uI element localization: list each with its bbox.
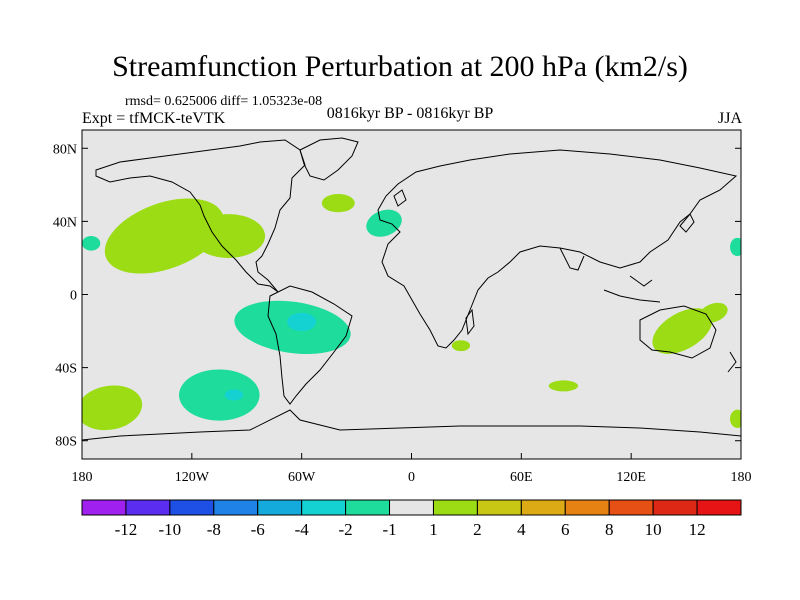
- x-tick-label-7: 180: [731, 470, 752, 485]
- anomaly-region-1: [104, 198, 224, 274]
- colorbar-label-5: -4: [295, 520, 310, 539]
- anomaly-region-13: [699, 302, 728, 323]
- y-tick-label-1: 80N: [53, 142, 77, 157]
- colorbar-swatch-4: [213, 499, 259, 516]
- colorbar-swatch-5: [257, 499, 303, 516]
- colorbar-label-10: 4: [517, 520, 526, 539]
- experiment-label: Expt = tfMCK-teVTK: [82, 110, 226, 127]
- anomaly-region-9: [179, 369, 260, 421]
- anomaly-region-12: [652, 308, 713, 354]
- axes: 180 120W 60W 0 60E 120E 180 80N 40N 0 40S 80S: [53, 142, 752, 485]
- colorbar-swatch-3: [169, 499, 215, 516]
- anomaly-layer: [82, 193, 741, 431]
- anomaly-region-2: [191, 214, 266, 258]
- anomaly-region-5: [82, 236, 101, 251]
- anomaly-region-4: [366, 209, 402, 237]
- colorbar-label-1: -12: [115, 520, 138, 539]
- colorbar-label-11: 6: [561, 520, 570, 539]
- colorbar-label-9: 2: [473, 520, 482, 539]
- anomaly-region-11: [82, 385, 143, 431]
- colorbar-label-7: -1: [382, 520, 396, 539]
- anomaly-region-10: [224, 389, 244, 401]
- colorbar-swatch-15: [696, 499, 742, 516]
- y-tick-label-5: 80S: [55, 435, 77, 450]
- anomaly-region-3: [321, 193, 355, 213]
- colorbar-swatch-7: [345, 499, 391, 516]
- anomaly-region-6: [730, 237, 741, 257]
- y-tick-label-3: 0: [70, 289, 77, 304]
- colorbar-swatch-2: [125, 499, 171, 516]
- plot-background: [82, 130, 741, 459]
- anomaly-region-14: [730, 409, 741, 428]
- period-label: 0816kyr BP - 0816kyr BP: [326, 105, 494, 122]
- anomaly-region-8: [287, 312, 317, 332]
- colorbar-label-8: 1: [429, 520, 438, 539]
- anomaly-region-15: [548, 380, 579, 392]
- stats-text: rmsd= 0.625006 diff= 1.05323e-08: [125, 94, 323, 109]
- colorbar-swatch-11: [520, 499, 566, 516]
- anomaly-region-16: [451, 340, 471, 352]
- colorbar: -12 -10 -8 -6 -4 -2 -1 1 2 4 6 8 10 12: [81, 499, 742, 539]
- colorbar-swatch-8: [389, 499, 434, 516]
- x-tick-label-5: 60E: [510, 470, 533, 485]
- colorbar-swatch-13: [608, 499, 654, 516]
- season-label: JJA: [717, 110, 742, 127]
- colorbar-swatch-9: [432, 499, 478, 516]
- colorbar-label-4: -6: [251, 520, 265, 539]
- colorbar-swatch-12: [564, 499, 610, 516]
- x-tick-label-2: 120W: [175, 470, 210, 485]
- colorbar-swatch-10: [476, 499, 522, 516]
- x-tick-label-6: 120E: [616, 470, 646, 485]
- colorbar-label-13: 10: [645, 520, 662, 539]
- colorbar-swatch-1: [81, 499, 127, 516]
- x-tick-label-1: 180: [72, 470, 93, 485]
- y-tick-label-2: 40N: [53, 215, 77, 230]
- colorbar-label-6: -2: [339, 520, 353, 539]
- colorbar-label-12: 8: [605, 520, 614, 539]
- colorbar-label-2: -10: [159, 520, 182, 539]
- colorbar-swatch-6: [301, 499, 347, 516]
- x-tick-label-4: 0: [408, 470, 415, 485]
- x-tick-label-3: 60W: [288, 470, 316, 485]
- y-tick-label-4: 40S: [55, 362, 77, 377]
- colorbar-label-14: 12: [689, 520, 706, 539]
- colorbar-label-3: -8: [207, 520, 221, 539]
- chart-title: Streamfunction Perturbation at 200 hPa (…: [112, 50, 688, 83]
- colorbar-swatch-14: [652, 499, 698, 516]
- coastlines: [82, 137, 741, 441]
